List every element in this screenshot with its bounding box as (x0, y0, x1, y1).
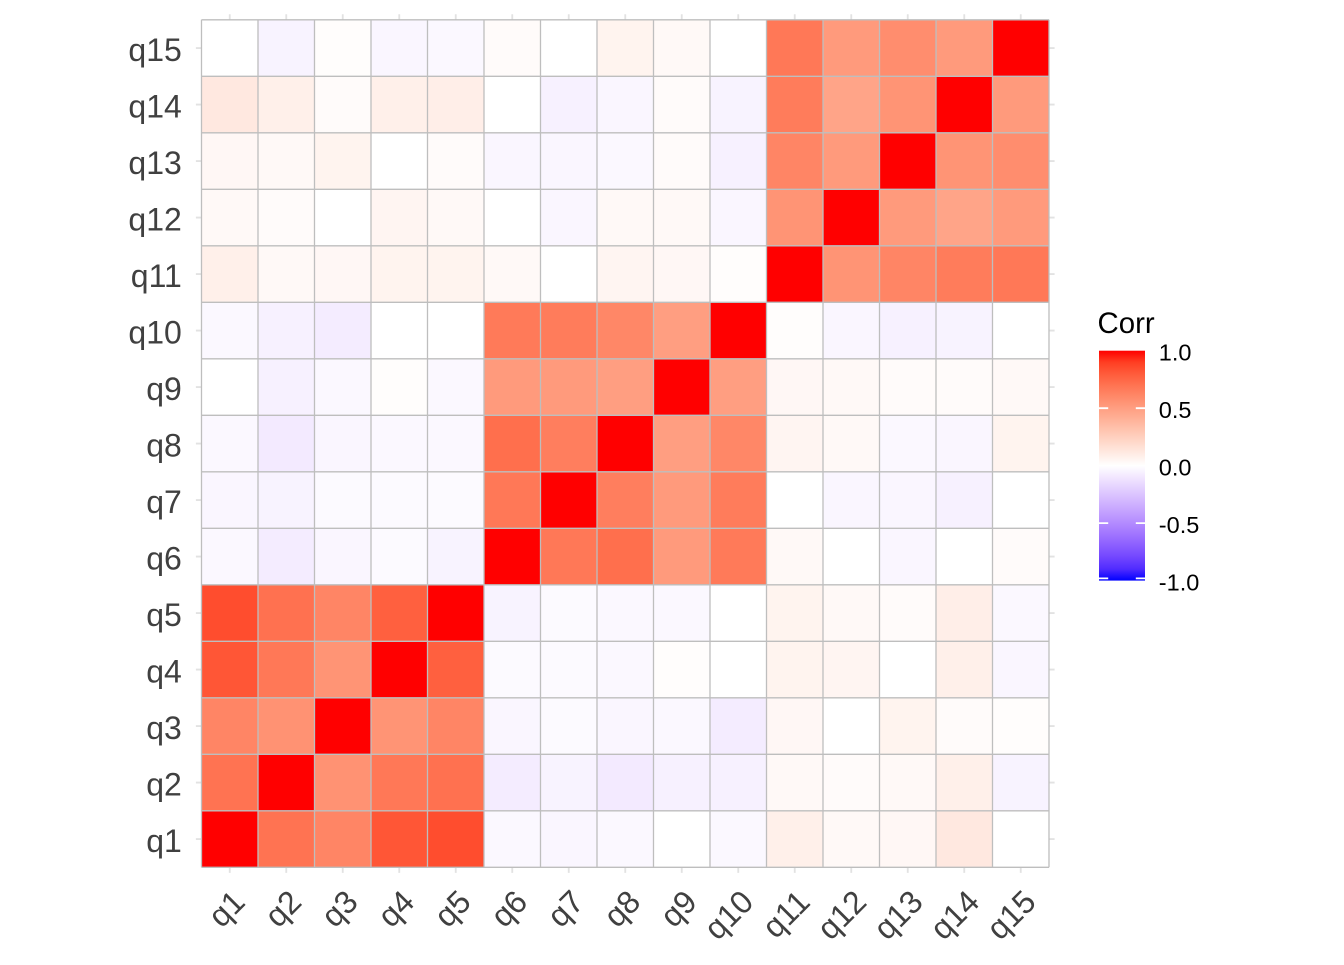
svg-text:0.0: 0.0 (1159, 454, 1192, 480)
svg-text:q15: q15 (128, 32, 181, 68)
svg-text:Corr: Corr (1098, 307, 1155, 340)
svg-text:q4: q4 (146, 654, 182, 690)
svg-text:q2: q2 (146, 767, 182, 803)
svg-text:q12: q12 (128, 202, 181, 238)
svg-text:q7: q7 (146, 484, 182, 520)
svg-text:q6: q6 (146, 541, 182, 577)
svg-text:-0.5: -0.5 (1159, 512, 1200, 538)
svg-text:q5: q5 (146, 597, 182, 633)
svg-text:q14: q14 (128, 89, 181, 125)
svg-text:-1.0: -1.0 (1159, 569, 1200, 595)
svg-text:q8: q8 (146, 428, 182, 464)
svg-text:q10: q10 (128, 315, 181, 351)
svg-text:q1: q1 (146, 823, 182, 859)
svg-text:0.5: 0.5 (1159, 397, 1192, 423)
svg-text:q13: q13 (128, 145, 181, 181)
svg-text:q11: q11 (131, 258, 182, 294)
svg-text:q3: q3 (146, 710, 182, 746)
svg-text:q9: q9 (146, 371, 182, 407)
svg-text:1.0: 1.0 (1159, 340, 1192, 366)
